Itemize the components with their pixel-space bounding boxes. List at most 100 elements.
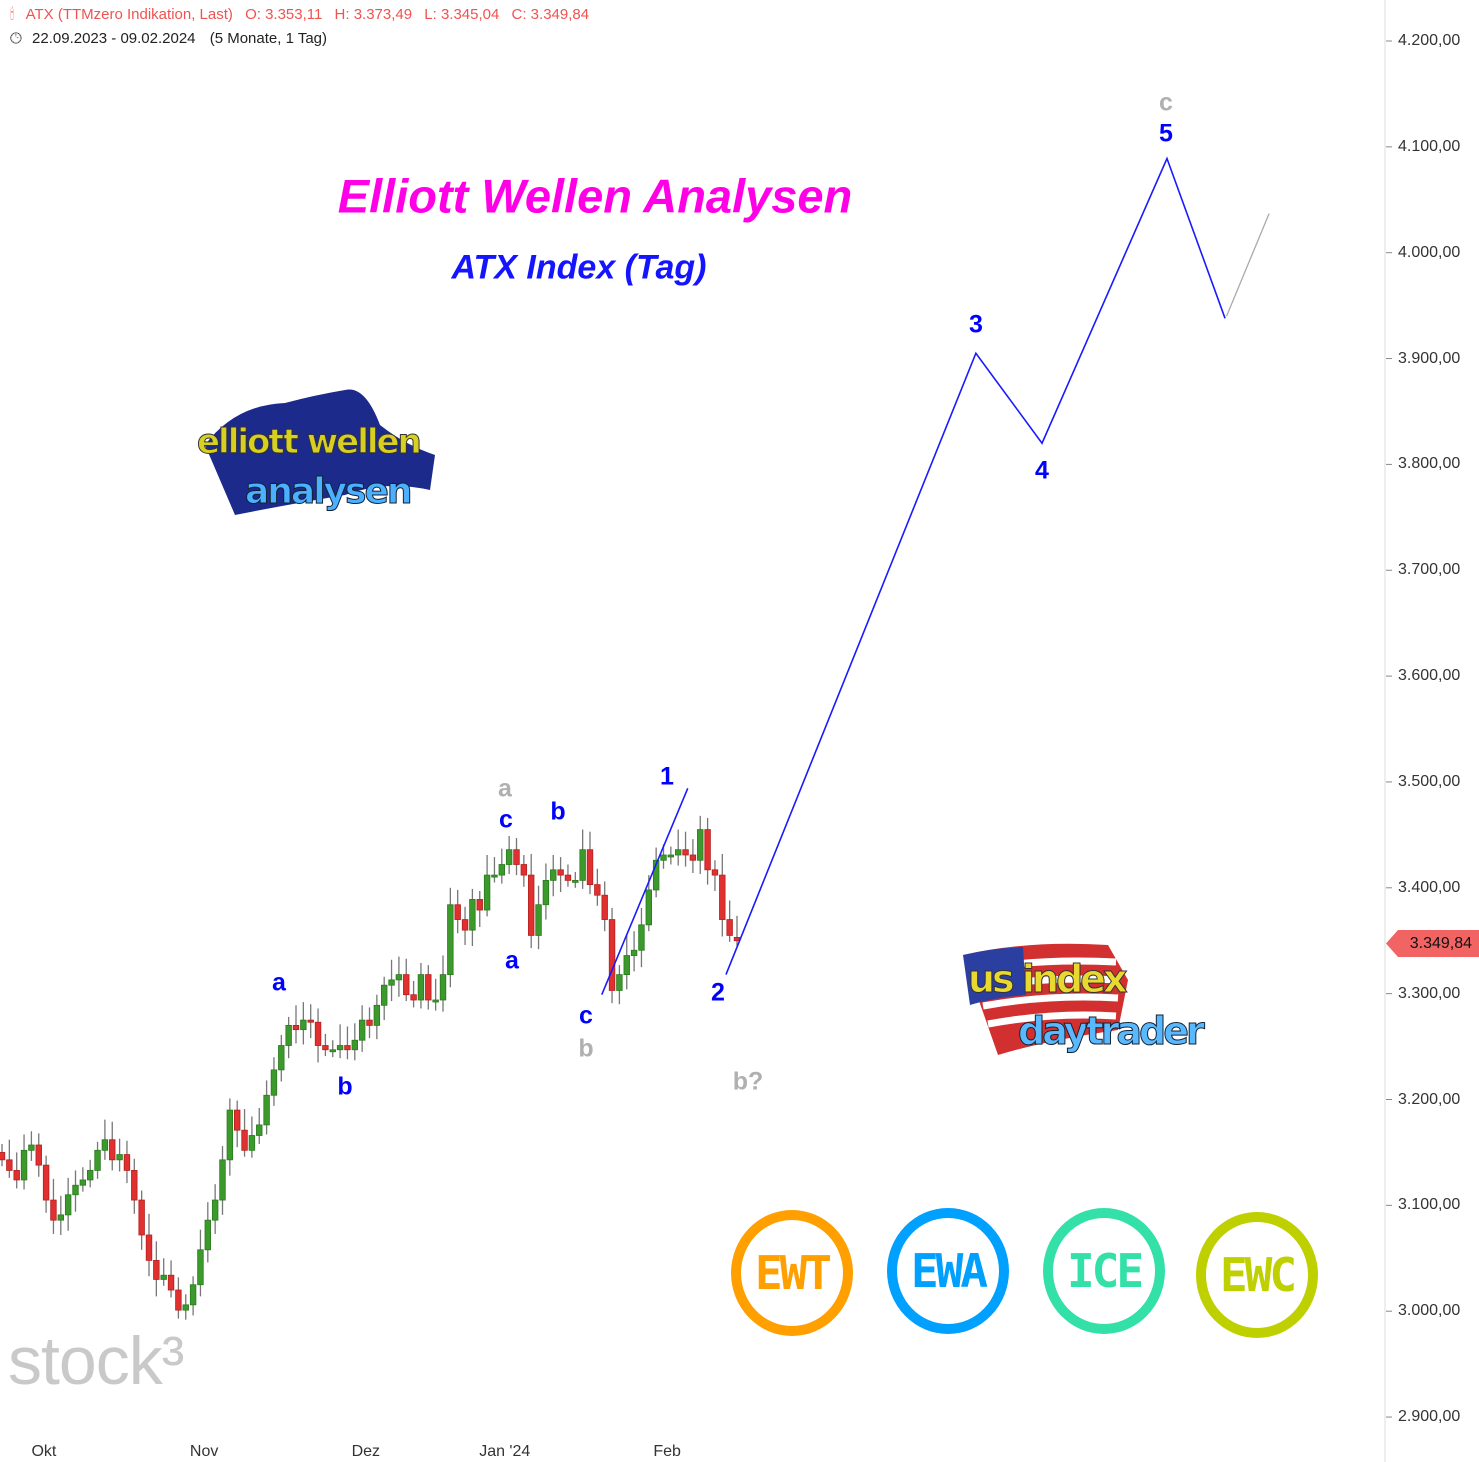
us-index-daytrader-logo: us index daytrader xyxy=(963,943,1208,1055)
candle xyxy=(87,1159,94,1188)
candle xyxy=(623,934,630,990)
candle xyxy=(219,1146,226,1215)
candle xyxy=(366,1007,373,1039)
candle-body xyxy=(616,974,623,991)
candle xyxy=(675,829,682,866)
candle xyxy=(373,994,381,1040)
candle xyxy=(13,1152,20,1189)
y-tick-label: 2.900,00 xyxy=(1398,1408,1461,1426)
close-value: C: 3.349,84 xyxy=(511,6,590,23)
candle-body xyxy=(322,1045,329,1051)
candle xyxy=(491,857,498,883)
candle xyxy=(454,889,461,934)
candle xyxy=(256,1107,263,1144)
candle xyxy=(586,831,594,895)
candle xyxy=(520,854,528,887)
candle xyxy=(248,1116,256,1158)
candle xyxy=(189,1276,197,1316)
candle-body xyxy=(439,974,447,1001)
y-tick-label: 3.200,00 xyxy=(1398,1090,1461,1108)
ewt-badge: EWT xyxy=(731,1210,853,1336)
candle-body xyxy=(645,889,652,926)
candle-body xyxy=(28,1144,35,1151)
candle-body xyxy=(557,869,564,876)
candle-body xyxy=(42,1164,50,1201)
candle-body xyxy=(6,1159,13,1171)
y-tick-label: 3.100,00 xyxy=(1398,1196,1461,1214)
candle xyxy=(182,1294,189,1320)
candle-body xyxy=(395,974,403,981)
candle xyxy=(153,1241,160,1297)
candle xyxy=(498,848,505,884)
candle xyxy=(726,900,733,942)
candle xyxy=(564,864,572,887)
candle-body xyxy=(50,1199,57,1221)
candle xyxy=(652,847,660,898)
candle xyxy=(270,1057,278,1106)
candle xyxy=(109,1121,116,1171)
wave-label-b-question: b? xyxy=(732,1067,764,1096)
candle-body xyxy=(285,1025,292,1046)
candle-body xyxy=(586,849,594,886)
candle xyxy=(20,1134,28,1190)
wave-1-projection-line xyxy=(601,787,689,996)
candle xyxy=(719,853,726,937)
candle-body xyxy=(138,1199,145,1236)
candle-body xyxy=(20,1149,28,1181)
candle-body xyxy=(711,869,719,876)
low-value: L: 3.345,04 xyxy=(424,6,500,23)
candle xyxy=(579,829,586,889)
candle-body xyxy=(153,1259,160,1280)
candle xyxy=(123,1140,131,1184)
wave-label-3: 3 xyxy=(969,310,983,339)
candle-body xyxy=(131,1170,138,1201)
duration: (5 Monate, 1 Tag) xyxy=(209,30,327,47)
candle-body xyxy=(197,1249,204,1286)
candle-body xyxy=(248,1135,256,1151)
candle-body xyxy=(175,1289,182,1311)
candle xyxy=(278,1034,285,1082)
candle xyxy=(35,1133,42,1177)
candle-body xyxy=(469,899,476,931)
candle-body xyxy=(417,974,425,1001)
candle-body xyxy=(432,999,439,1003)
candle xyxy=(417,962,425,1009)
candle-body xyxy=(351,1039,358,1051)
candle xyxy=(616,965,623,1005)
candle xyxy=(461,906,469,945)
wave-label-c: c xyxy=(579,1001,593,1030)
candle xyxy=(94,1141,101,1179)
candle xyxy=(64,1177,72,1231)
ewa-badge: EWA xyxy=(887,1208,1009,1334)
candle-body xyxy=(336,1045,344,1051)
symbol-name: ATX (TTMzero Indikation, Last) xyxy=(25,6,233,23)
current-price-tag: 3.349,84 xyxy=(1386,930,1479,957)
y-tick-label: 4.200,00 xyxy=(1398,32,1461,49)
candle xyxy=(211,1184,219,1234)
candle xyxy=(432,978,439,1011)
wave-label-b-alt: b xyxy=(578,1034,594,1063)
candle xyxy=(358,1005,366,1052)
y-tick-label: 3.600,00 xyxy=(1398,667,1461,685)
candle xyxy=(483,854,491,917)
wave-label-c-alt: c xyxy=(1159,88,1173,117)
candle xyxy=(28,1131,35,1161)
wave-2-5-projection-line xyxy=(725,156,1226,975)
candle-body xyxy=(513,849,520,865)
x-tick-label: Jan '24 xyxy=(479,1443,531,1460)
candle xyxy=(667,846,675,865)
candle-body xyxy=(726,919,733,936)
candle-body xyxy=(329,1049,336,1053)
candle xyxy=(535,885,542,950)
wave-label-2: 2 xyxy=(711,978,725,1007)
candle xyxy=(138,1190,145,1250)
candle xyxy=(388,959,395,1002)
y-tick-label: 3.300,00 xyxy=(1398,984,1461,1002)
candle xyxy=(697,815,704,875)
y-tick-label: 3.700,00 xyxy=(1398,561,1461,579)
wave-label-b: b xyxy=(337,1072,353,1101)
candle xyxy=(572,871,579,888)
clock-icon: 🕒︎ xyxy=(10,30,22,47)
y-tick-label: 4.100,00 xyxy=(1398,137,1461,155)
